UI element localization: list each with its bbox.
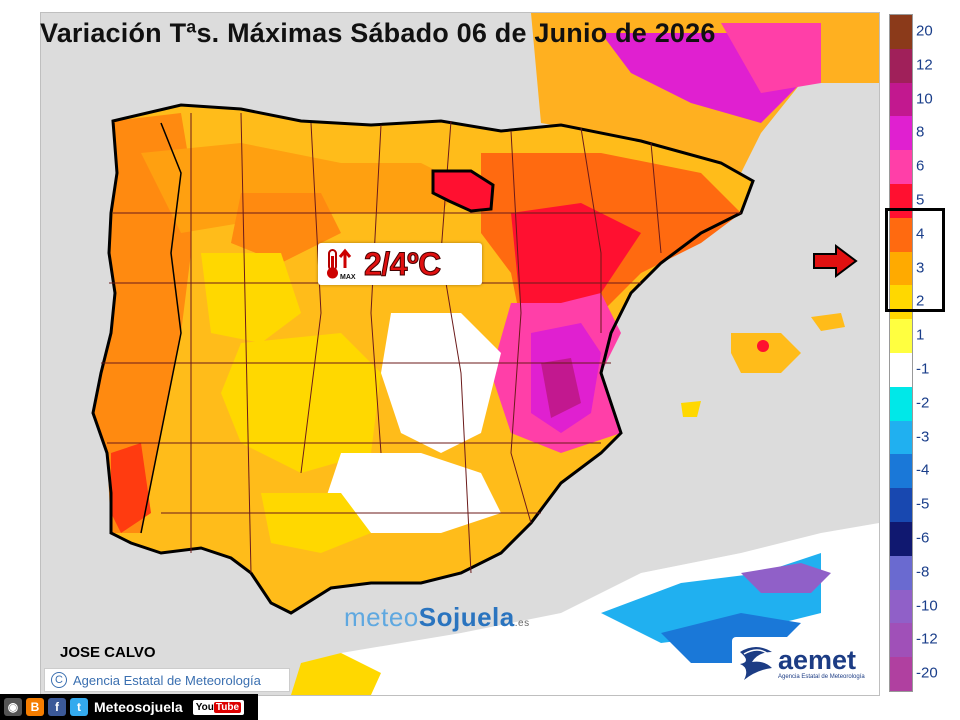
map-title: Variación Tªs. Máximas Sábado 06 de Juni…: [40, 18, 716, 48]
legend-swatch: [890, 522, 912, 557]
legend-swatch: [890, 251, 912, 286]
legend-swatch: [890, 48, 912, 84]
legend-label: 5: [916, 191, 925, 209]
legend-label: -10: [916, 597, 938, 614]
legend-label: 1: [916, 326, 925, 344]
meteosojuela-logo: meteoSojuela.es: [344, 602, 530, 632]
legend-label: 4: [916, 225, 925, 243]
legend-swatch: [890, 150, 912, 185]
anomaly-badge: MAX 2/4ºC: [318, 243, 482, 285]
legend-label: 3: [916, 259, 925, 276]
agency-credit: C Agencia Estatal de Meteorología: [44, 668, 290, 692]
legend-swatch: [890, 657, 912, 692]
facebook-icon[interactable]: f: [48, 698, 66, 716]
legend-swatch: [890, 589, 912, 624]
aemet-logo: aemet Agencia Estatal de Meteorología: [732, 637, 874, 689]
author-credit: JOSE CALVO: [60, 644, 156, 661]
legend-label: -12: [916, 630, 938, 648]
legend-swatch: [890, 386, 912, 422]
legend-label: 6: [916, 157, 925, 175]
legend-swatch: [890, 454, 912, 489]
legend-label: 12: [916, 56, 933, 74]
aemet-swirl-icon: [740, 647, 772, 680]
max-label: MAX: [340, 274, 356, 281]
thermometer-up-icon: MAX: [318, 245, 364, 283]
legend-label: 20: [916, 22, 933, 40]
legend-swatch: [890, 15, 912, 50]
copyright-icon: C: [51, 672, 67, 688]
social-bar: ◉ B f t Meteosojuela You Tube: [0, 694, 258, 720]
legend-swatch: [890, 116, 912, 151]
social-handle[interactable]: Meteosojuela: [94, 699, 183, 715]
legend-swatch: [890, 420, 912, 455]
map-area: [40, 12, 880, 696]
youtube-icon[interactable]: You Tube: [192, 699, 245, 715]
legend-color-scale: [889, 14, 913, 692]
legend-swatch: [890, 488, 912, 523]
aemet-name: aemet: [778, 644, 857, 675]
aemet-subtitle: Agencia Estatal de Meteorología: [778, 673, 865, 680]
agency-credit-text: Agencia Estatal de Meteorología: [73, 672, 261, 688]
legend-label: -6: [916, 529, 930, 547]
legend-swatch: [890, 623, 912, 658]
legend-label: -2: [916, 394, 930, 412]
anomaly-value: 2/4ºC: [364, 245, 442, 282]
legend-label: -8: [916, 563, 930, 581]
temperature-anomaly-map: [41, 13, 879, 695]
legend-swatch: [890, 217, 912, 253]
legend-swatch: [890, 353, 912, 388]
legend-label: -3: [916, 428, 930, 445]
legend-label: -20: [916, 664, 938, 682]
legend-swatch: [890, 319, 912, 354]
legend-label: 10: [916, 90, 933, 107]
legend-swatch: [890, 82, 912, 117]
legend-label: 8: [916, 123, 925, 141]
right-arrow-icon: [812, 244, 858, 283]
legend-label: -4: [916, 461, 930, 479]
twitter-icon[interactable]: t: [70, 698, 88, 716]
legend-highlight-box: [885, 208, 945, 312]
legend-label: -5: [916, 495, 930, 513]
legend-label: 2: [916, 292, 925, 310]
legend-label: -1: [916, 360, 930, 378]
legend-swatch: [890, 555, 912, 591]
instagram-icon[interactable]: ◉: [4, 698, 22, 716]
blogger-icon[interactable]: B: [26, 698, 44, 716]
